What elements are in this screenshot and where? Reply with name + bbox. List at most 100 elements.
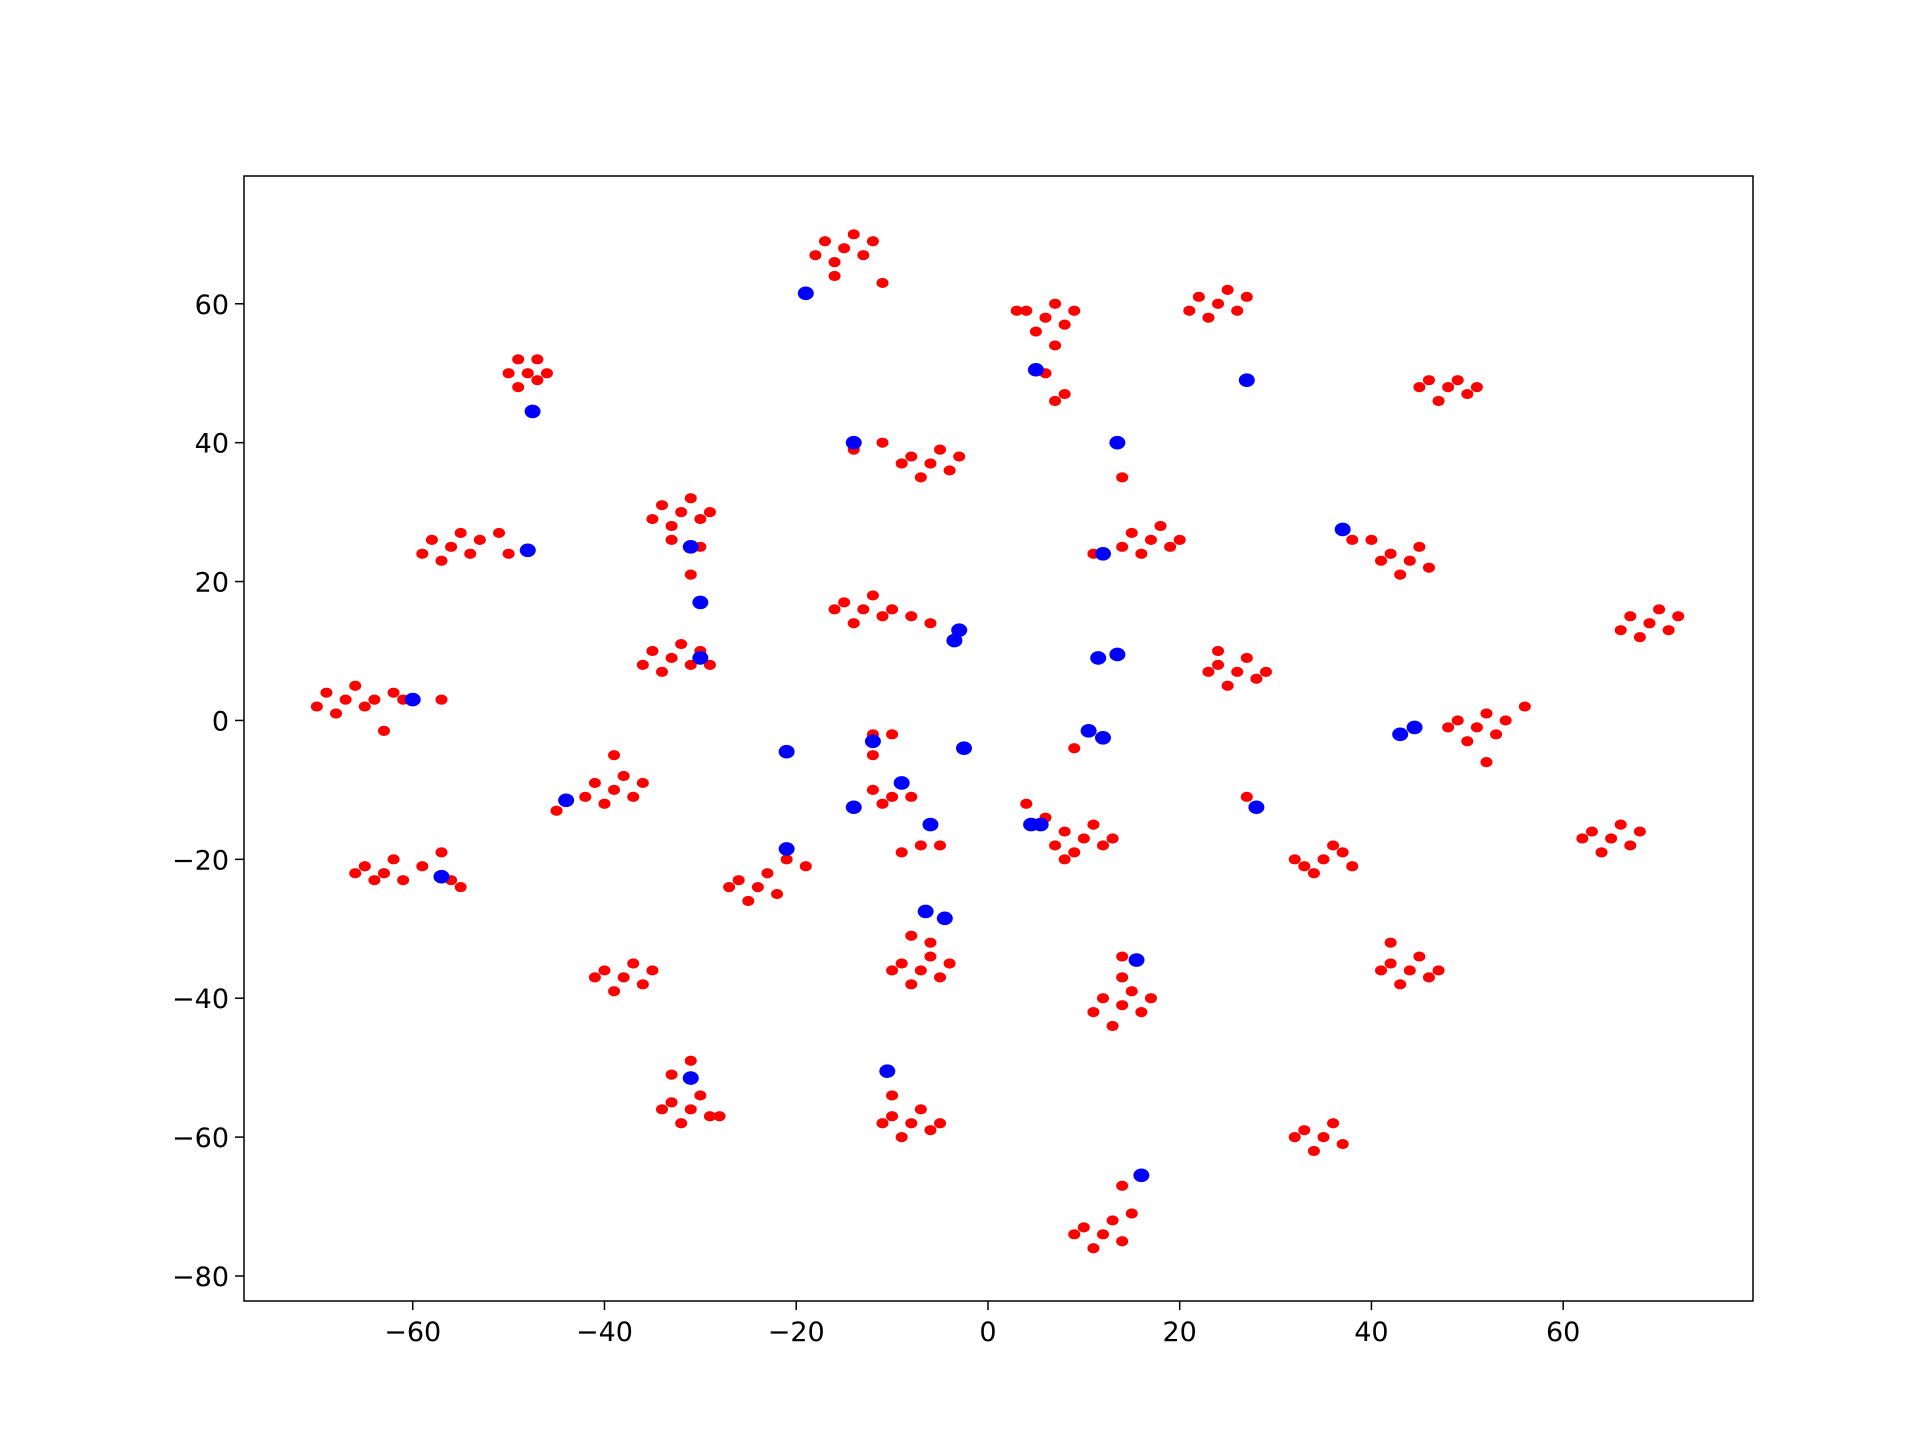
point	[1202, 312, 1215, 323]
point	[703, 1111, 716, 1122]
point	[943, 958, 956, 969]
point	[1365, 534, 1378, 545]
point	[955, 741, 972, 756]
point	[1490, 729, 1503, 740]
point	[895, 458, 908, 469]
point	[1317, 1132, 1330, 1143]
point	[922, 817, 939, 832]
point	[1212, 659, 1225, 670]
point	[924, 951, 937, 962]
y-tick-label: 60	[195, 290, 229, 321]
point	[694, 513, 707, 525]
point	[684, 493, 697, 504]
point	[1422, 375, 1435, 386]
point	[1221, 680, 1234, 691]
point	[1238, 373, 1255, 387]
point	[521, 368, 534, 379]
point	[1288, 854, 1301, 865]
point	[1192, 291, 1205, 302]
point	[675, 507, 688, 518]
point	[416, 548, 429, 559]
point	[1403, 965, 1416, 976]
point	[1307, 1145, 1320, 1157]
point	[454, 527, 467, 539]
point	[905, 979, 918, 990]
point	[433, 869, 450, 884]
point	[818, 236, 831, 247]
point	[1212, 645, 1225, 657]
point	[665, 1069, 678, 1080]
point	[1039, 312, 1052, 323]
point	[732, 875, 745, 886]
point	[1068, 743, 1081, 754]
point	[1327, 840, 1340, 851]
point	[404, 692, 421, 707]
point	[914, 472, 927, 483]
point	[1094, 546, 1111, 561]
point	[723, 882, 736, 893]
point	[1576, 833, 1589, 844]
point	[1422, 972, 1435, 983]
point	[1384, 937, 1397, 948]
x-tick-label: −60	[384, 1317, 441, 1348]
point	[1087, 1007, 1100, 1018]
point	[512, 354, 525, 365]
point	[617, 972, 630, 983]
point	[655, 500, 668, 511]
point	[876, 437, 889, 448]
point	[847, 618, 860, 629]
point	[550, 805, 563, 816]
point	[1624, 611, 1637, 622]
point	[1605, 833, 1618, 844]
point	[713, 1111, 726, 1122]
point	[608, 750, 621, 761]
point	[1135, 1007, 1148, 1018]
point	[349, 868, 362, 879]
point	[1212, 298, 1225, 309]
point	[349, 680, 362, 691]
point	[876, 798, 889, 809]
point	[751, 882, 764, 893]
point	[1106, 833, 1119, 844]
point	[598, 798, 611, 809]
point	[1049, 395, 1062, 407]
point	[1470, 722, 1483, 733]
point	[1442, 382, 1455, 393]
point	[1154, 520, 1167, 532]
point	[893, 776, 910, 790]
point	[358, 861, 371, 872]
point	[588, 777, 601, 789]
point	[917, 904, 934, 919]
point	[1096, 840, 1109, 851]
point	[895, 847, 908, 858]
point	[1116, 1180, 1129, 1191]
point	[924, 937, 937, 948]
point	[886, 1111, 899, 1122]
point	[905, 791, 918, 802]
point	[636, 777, 649, 789]
point	[493, 527, 506, 539]
point	[675, 1118, 688, 1129]
point	[519, 543, 536, 558]
point	[1470, 382, 1483, 393]
point	[445, 541, 458, 552]
point	[1068, 305, 1081, 316]
point	[914, 840, 927, 851]
point	[1653, 604, 1666, 615]
point	[665, 1097, 678, 1108]
point	[778, 842, 795, 856]
point	[1288, 1132, 1301, 1143]
point	[694, 1090, 707, 1101]
point	[1298, 861, 1311, 872]
point	[1116, 951, 1129, 962]
point	[1094, 731, 1111, 745]
point	[857, 250, 870, 261]
point	[1125, 1208, 1138, 1219]
point	[502, 368, 515, 379]
point	[845, 435, 862, 450]
point	[879, 1064, 896, 1078]
point	[864, 734, 881, 749]
point	[953, 451, 966, 462]
point	[886, 791, 899, 802]
point	[895, 1132, 908, 1143]
